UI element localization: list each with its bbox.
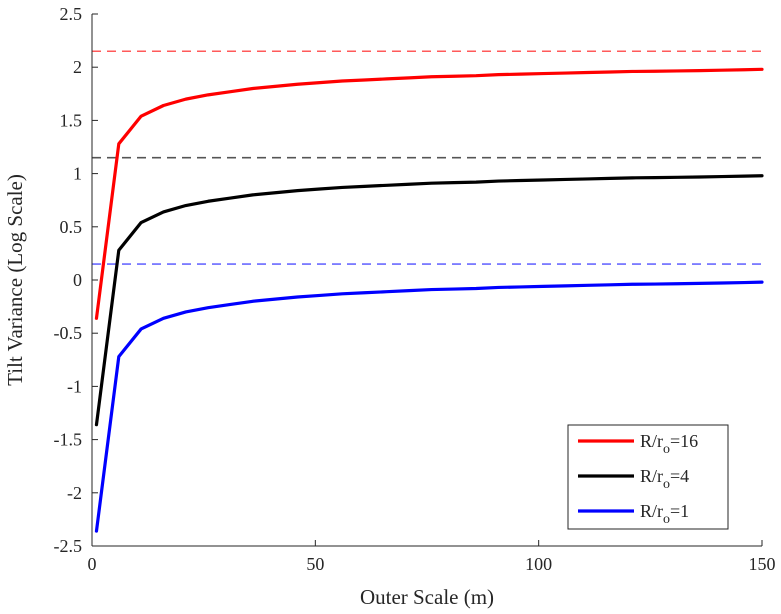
x-tick-label: 100 — [525, 554, 552, 574]
x-tick-label: 0 — [88, 554, 97, 574]
series-lines — [94, 67, 764, 533]
x-axis-label: Outer Scale (m) — [360, 585, 494, 609]
legend: R/ro=16 R/ro=4 R/ro=1 — [567, 424, 729, 530]
series-line-0 — [94, 67, 764, 320]
y-tick-label: -2.5 — [54, 536, 83, 556]
asymptote-lines — [92, 50, 762, 265]
y-tick-label: 1.5 — [60, 110, 83, 130]
y-tick-label: -1.5 — [54, 430, 83, 450]
legend-label-2: R/ro=1 — [640, 501, 689, 527]
x-tick-label: 150 — [749, 554, 776, 574]
series-line-2 — [94, 280, 764, 533]
y-tick-label: -2 — [67, 483, 82, 503]
series-line-1 — [94, 174, 764, 427]
y-axis-label: Tilt Variance (Log Scale) — [3, 174, 27, 386]
legend-label-1: R/ro=4 — [640, 466, 689, 492]
ticks: 0 50 100 150 -2.5 -2 -1.5 -1 -0.5 0 0.5 1 1.5 2 2.5 — [54, 4, 776, 574]
x-tick-label: 50 — [306, 554, 324, 574]
y-tick-label: -0.5 — [54, 323, 83, 343]
y-tick-label: 2.5 — [60, 4, 83, 24]
y-tick-label: 2 — [73, 57, 82, 77]
y-tick-label: 1 — [73, 164, 82, 184]
y-tick-label: 0 — [73, 270, 82, 290]
legend-label-0: R/ro=16 — [640, 431, 698, 457]
y-tick-label: -1 — [67, 376, 82, 396]
y-tick-label: 0.5 — [60, 217, 83, 237]
